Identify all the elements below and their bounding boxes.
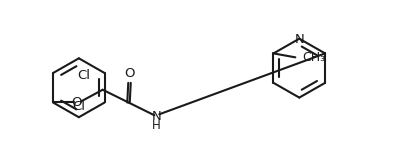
Text: Cl: Cl <box>72 100 85 113</box>
Text: Cl: Cl <box>78 69 91 82</box>
Text: H: H <box>152 119 161 132</box>
Text: O: O <box>124 67 135 80</box>
Text: N: N <box>151 110 161 123</box>
Text: N: N <box>295 33 304 46</box>
Text: O: O <box>71 96 82 109</box>
Text: CH₃: CH₃ <box>302 51 326 64</box>
